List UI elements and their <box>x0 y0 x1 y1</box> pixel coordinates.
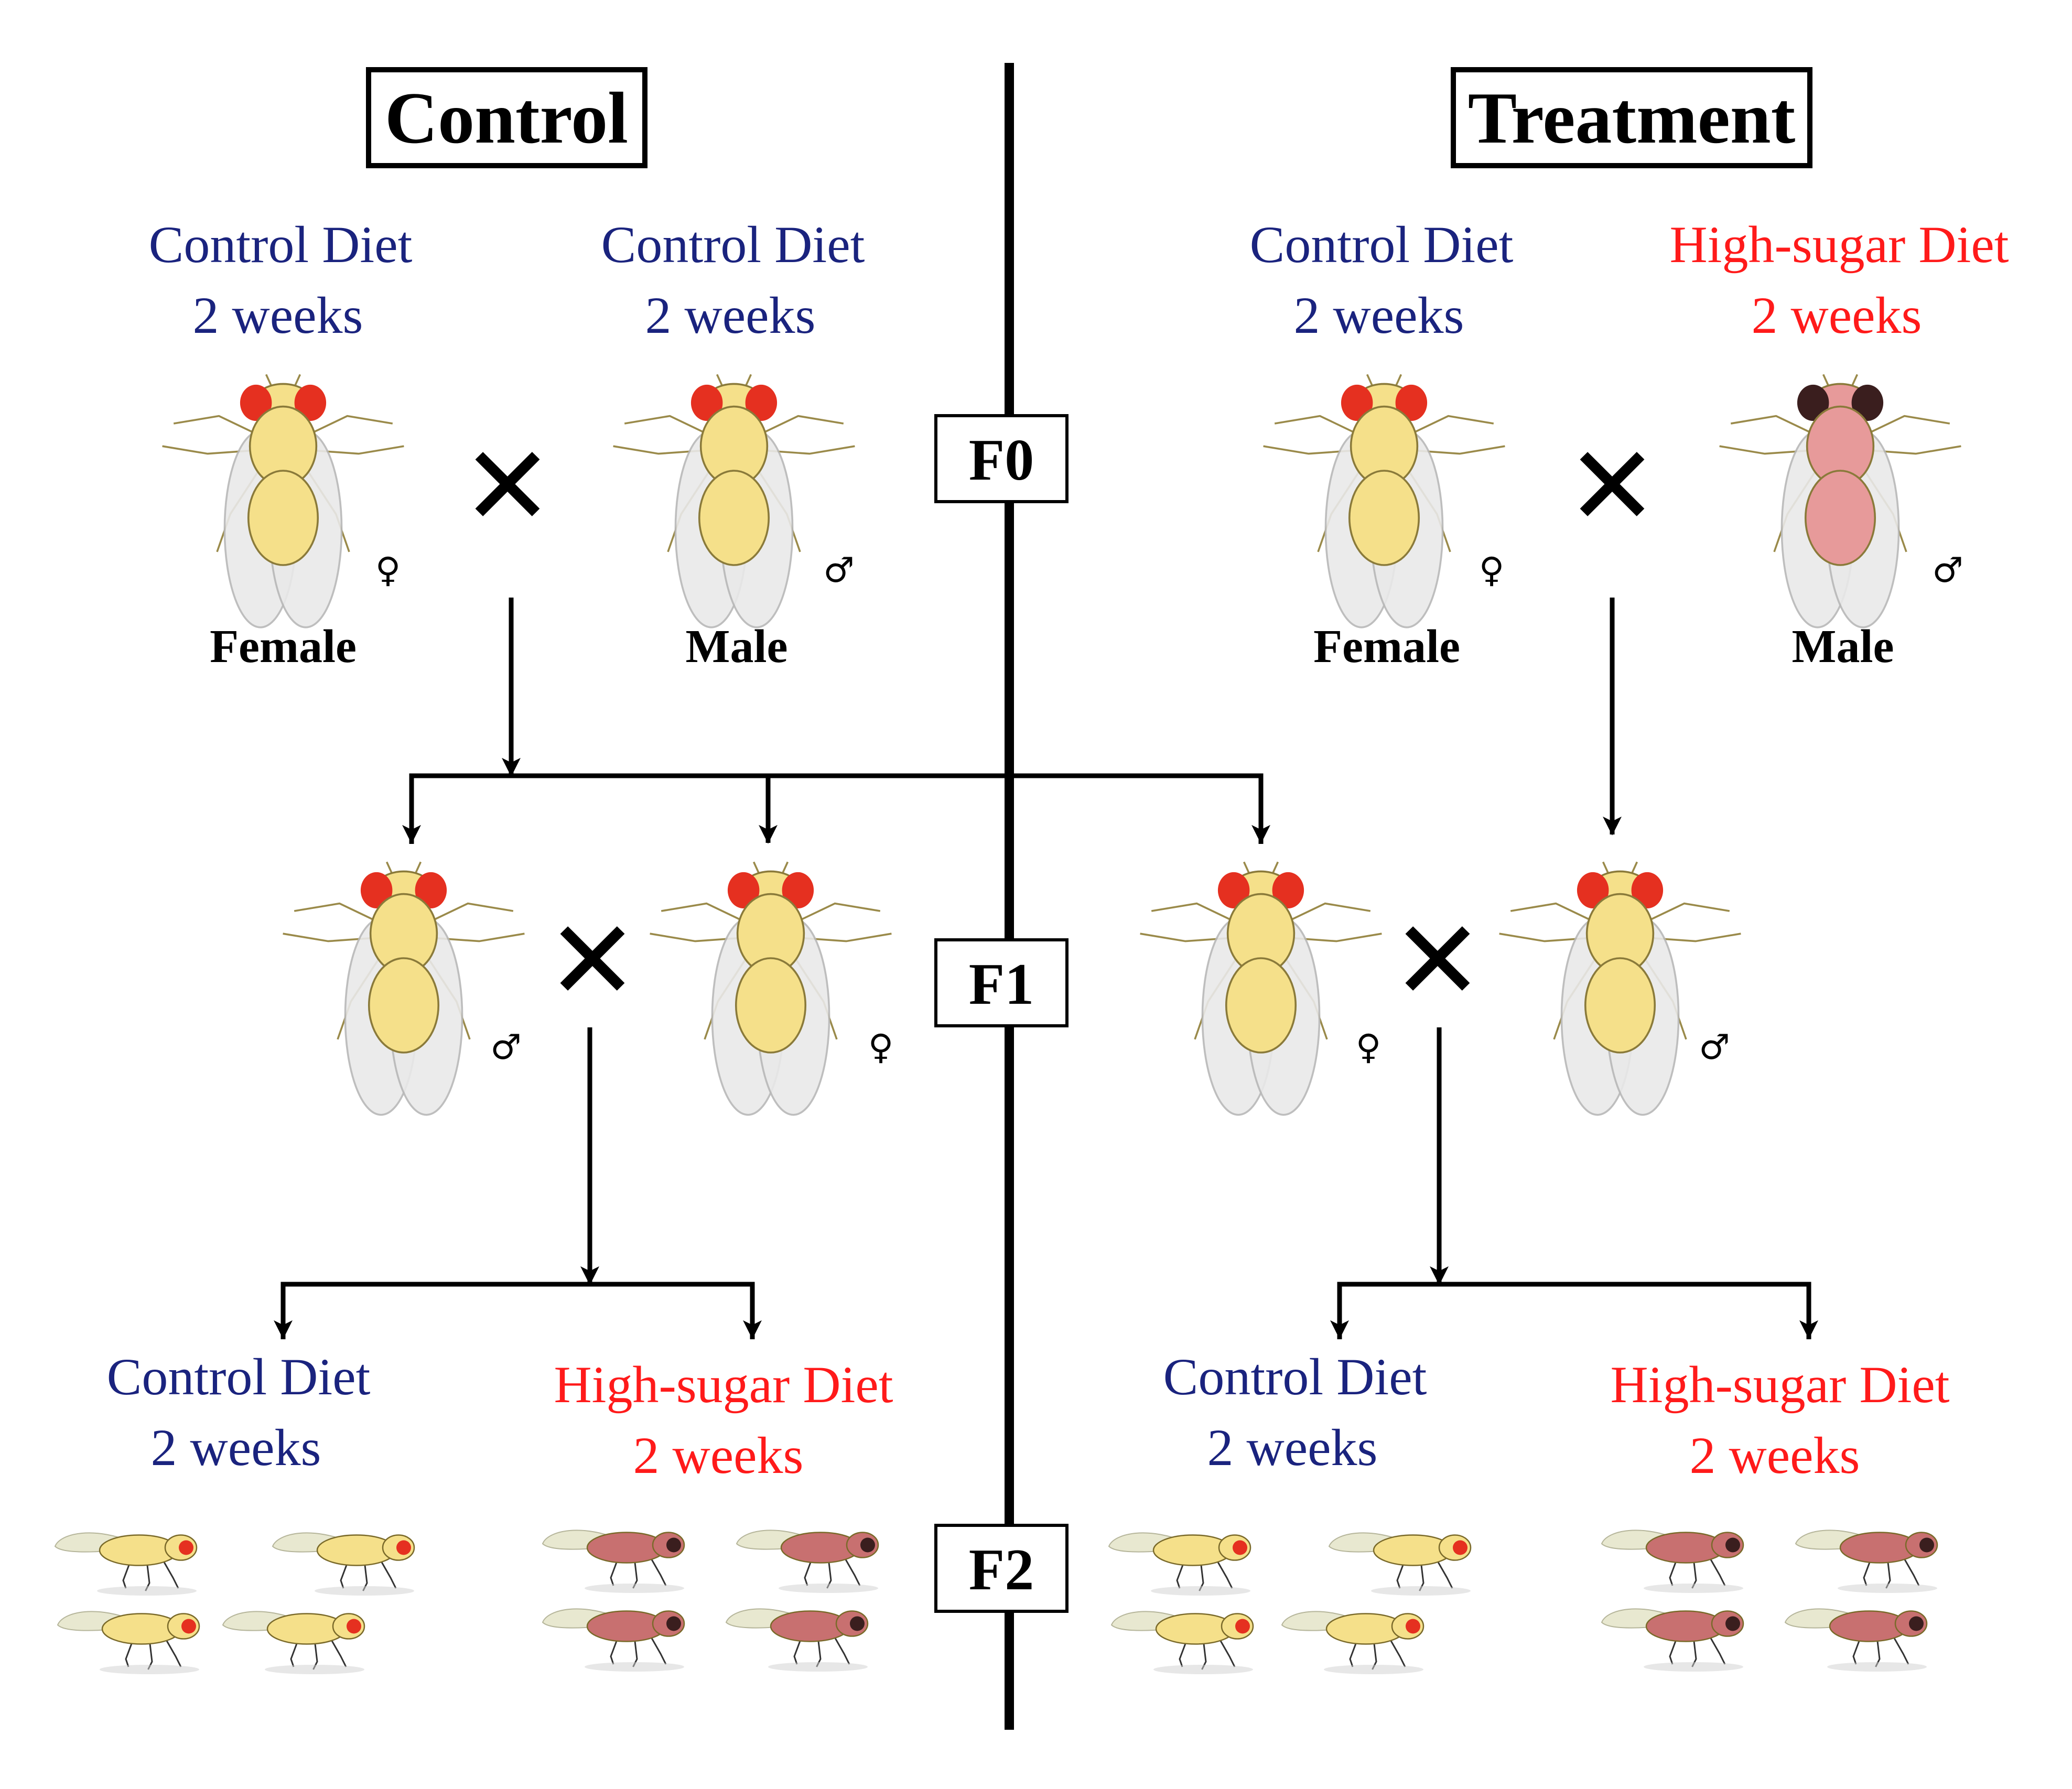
f0-label: F0 <box>969 428 1034 493</box>
f0-control-female-diet: Control Diet 2 weeks <box>149 215 413 344</box>
treatment-header: Treatment <box>1468 78 1796 159</box>
duration-label: 2 weeks <box>1690 1426 1860 1484</box>
diet-label: Control Diet <box>1163 1348 1427 1406</box>
f2-treatment-control-diet: Control Diet 2 weeks <box>1163 1348 1427 1477</box>
f0-treatment-female-diet: Control Diet 2 weeks <box>1250 215 1514 344</box>
f2-treatment-control-flies <box>1108 1532 1472 1675</box>
f2-box: F2 <box>934 1524 1069 1613</box>
cross-symbol: ✕ <box>546 896 639 1025</box>
diet-label: High-sugar Diet <box>1669 215 2009 274</box>
male-label: Male <box>686 621 788 673</box>
diet-label: High-sugar Diet <box>1610 1356 1949 1414</box>
f2-treatment-sugar-flies <box>1601 1529 1938 1673</box>
female-symbol: ♀ <box>375 550 401 590</box>
female-label: Female <box>1313 621 1460 673</box>
cross-symbol: ✕ <box>1566 422 1658 550</box>
male-symbol: ♂ <box>490 1027 521 1067</box>
f0-to-f1-arrows <box>402 598 1622 844</box>
female-symbol: ♀ <box>1479 550 1504 590</box>
duration-label: 2 weeks <box>645 286 816 344</box>
f2-label: F2 <box>969 1537 1034 1602</box>
diet-label: Control Diet <box>149 215 413 274</box>
duration-label: 2 weeks <box>1207 1418 1378 1477</box>
f1-to-f2-arrows <box>274 1027 1818 1339</box>
diet-label: Control Diet <box>601 215 865 274</box>
f1-treatment-female-fly <box>1139 861 1383 1116</box>
f2-control-sugar-flies <box>542 1529 879 1673</box>
female-symbol: ♀ <box>1356 1027 1381 1067</box>
f1-control-male-fly <box>282 861 526 1116</box>
f0-box: F0 <box>934 414 1069 503</box>
male-symbol: ♂ <box>1699 1027 1730 1067</box>
f0-treatment-male-diet: High-sugar Diet 2 weeks <box>1669 215 2009 344</box>
diet-label: High-sugar Diet <box>554 1356 893 1414</box>
male-symbol: ♂ <box>1932 550 1963 590</box>
male-symbol: ♂ <box>823 550 854 590</box>
control-header: Control <box>385 78 628 159</box>
duration-label: 2 weeks <box>1752 286 1922 344</box>
treatment-header-box: Treatment <box>1451 67 1812 168</box>
f0-treatment-male-fly <box>1718 373 1962 628</box>
female-symbol: ♀ <box>868 1027 893 1067</box>
duration-label: 2 weeks <box>633 1426 804 1484</box>
f2-control-sugar-diet: High-sugar Diet 2 weeks <box>554 1356 893 1484</box>
f1-box: F1 <box>934 938 1069 1027</box>
f0-treatment-female-fly <box>1262 373 1506 628</box>
duration-label: 2 weeks <box>151 1418 321 1477</box>
diet-label: Control Diet <box>1250 215 1514 274</box>
diet-label: Control Diet <box>107 1348 371 1406</box>
duration-label: 2 weeks <box>1294 286 1464 344</box>
female-label: Female <box>210 621 357 673</box>
duration-label: 2 weeks <box>193 286 363 344</box>
f0-control-male-diet: Control Diet 2 weeks <box>601 215 865 344</box>
cross-symbol: ✕ <box>1391 896 1484 1025</box>
control-header-box: Control <box>366 67 648 168</box>
f2-control-control-flies <box>54 1532 415 1675</box>
f0-control-female-fly <box>161 373 405 628</box>
f1-control-female-fly <box>649 861 893 1116</box>
f0-control-male-fly <box>612 373 856 628</box>
f2-treatment-sugar-diet: High-sugar Diet 2 weeks <box>1610 1356 1949 1484</box>
f2-control-control-diet: Control Diet 2 weeks <box>107 1348 371 1477</box>
cross-symbol: ✕ <box>461 422 554 550</box>
f1-treatment-male-fly <box>1498 861 1742 1116</box>
male-label: Male <box>1792 621 1894 673</box>
f1-label: F1 <box>969 952 1034 1017</box>
